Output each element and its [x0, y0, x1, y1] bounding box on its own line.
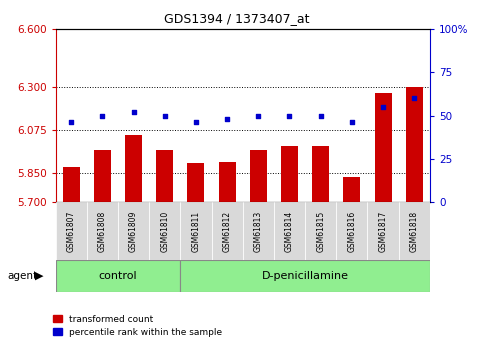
- Point: [129, 109, 137, 115]
- Bar: [56, 202, 87, 260]
- Bar: [125, 135, 142, 202]
- Text: control: control: [99, 271, 137, 281]
- Text: D-penicillamine: D-penicillamine: [262, 271, 349, 281]
- Bar: [250, 150, 267, 202]
- Text: GSM61812: GSM61812: [223, 210, 232, 252]
- Point: [192, 120, 200, 125]
- Text: GSM61816: GSM61816: [347, 210, 356, 252]
- Legend: transformed count, percentile rank within the sample: transformed count, percentile rank withi…: [53, 315, 222, 337]
- Text: ▶: ▶: [35, 271, 43, 281]
- Bar: [406, 87, 423, 202]
- Bar: [94, 150, 111, 202]
- Point: [99, 113, 106, 118]
- Bar: [56, 260, 180, 292]
- Bar: [63, 167, 80, 202]
- Text: GSM61808: GSM61808: [98, 210, 107, 252]
- Bar: [118, 202, 149, 260]
- Bar: [336, 202, 368, 260]
- Point: [285, 113, 293, 118]
- Text: GSM61814: GSM61814: [285, 210, 294, 252]
- Bar: [218, 161, 236, 202]
- Text: GSM61818: GSM61818: [410, 210, 419, 252]
- Text: GSM61811: GSM61811: [191, 210, 200, 252]
- Bar: [180, 260, 430, 292]
- Point: [223, 116, 231, 122]
- Point: [255, 113, 262, 118]
- Bar: [212, 202, 242, 260]
- Text: GSM61810: GSM61810: [160, 210, 169, 252]
- Bar: [305, 202, 336, 260]
- Point: [379, 104, 387, 110]
- Bar: [87, 202, 118, 260]
- Bar: [281, 146, 298, 202]
- Bar: [242, 202, 274, 260]
- Text: GDS1394 / 1373407_at: GDS1394 / 1373407_at: [164, 12, 310, 25]
- Point: [411, 96, 418, 101]
- Bar: [312, 146, 329, 202]
- Bar: [149, 202, 180, 260]
- Bar: [343, 177, 360, 202]
- Bar: [398, 202, 430, 260]
- Bar: [187, 164, 204, 202]
- Text: GSM61817: GSM61817: [379, 210, 387, 252]
- Bar: [156, 150, 173, 202]
- Text: GSM61807: GSM61807: [67, 210, 76, 252]
- Point: [348, 120, 356, 125]
- Bar: [180, 202, 212, 260]
- Point: [161, 113, 169, 118]
- Bar: [368, 202, 398, 260]
- Point: [67, 120, 75, 125]
- Text: agent: agent: [7, 271, 37, 281]
- Text: GSM61815: GSM61815: [316, 210, 325, 252]
- Bar: [374, 92, 392, 202]
- Text: GSM61813: GSM61813: [254, 210, 263, 252]
- Bar: [274, 202, 305, 260]
- Text: GSM61809: GSM61809: [129, 210, 138, 252]
- Point: [317, 113, 325, 118]
